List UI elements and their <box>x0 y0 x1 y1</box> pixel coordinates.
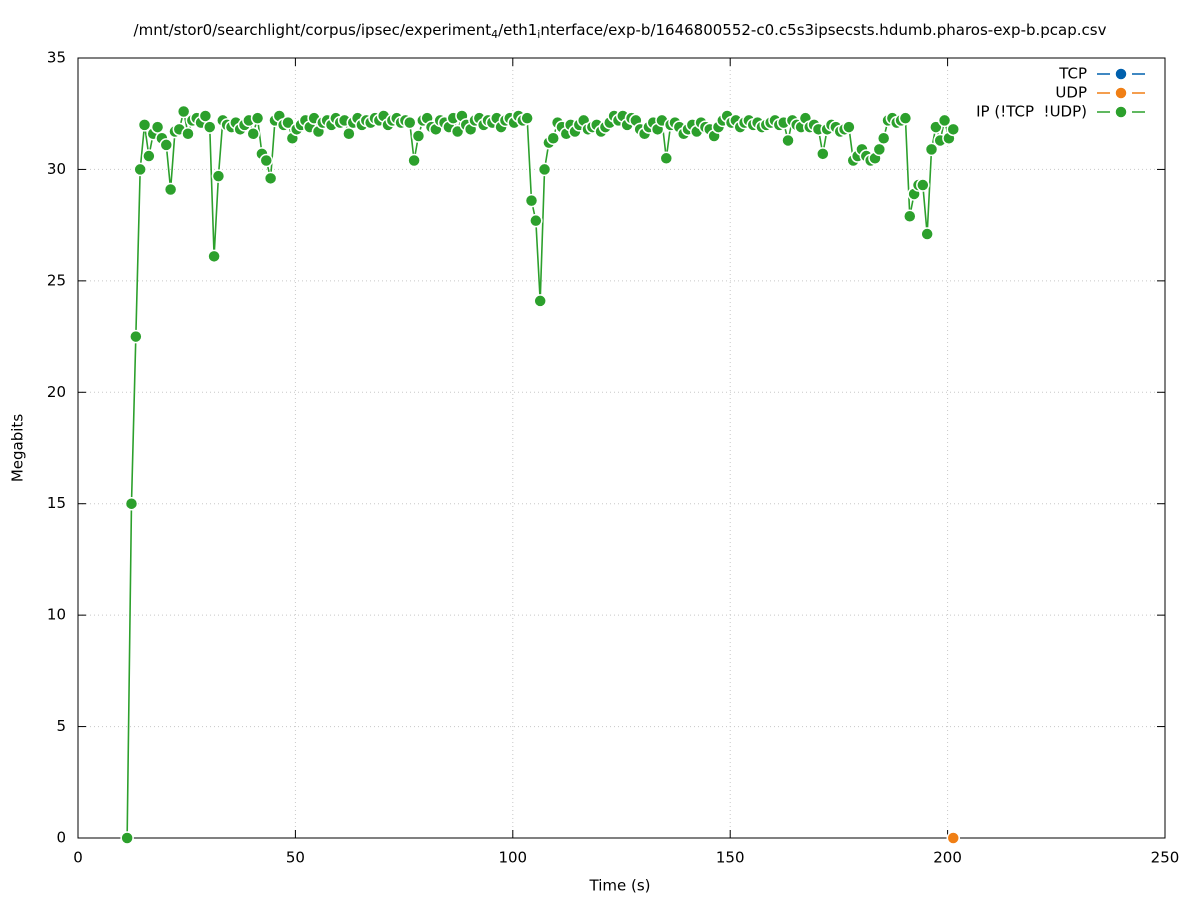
data-point <box>876 131 891 145</box>
title-part: /eth1 <box>498 21 537 39</box>
y-tick-label: 25 <box>47 271 66 289</box>
data-point <box>816 147 830 161</box>
data-point <box>537 162 552 177</box>
data-point <box>898 111 913 125</box>
data-point <box>929 120 943 134</box>
data-point <box>916 178 930 192</box>
data-point <box>781 133 795 148</box>
data-point <box>946 122 961 137</box>
data-point <box>946 831 961 845</box>
data-point <box>924 142 939 157</box>
x-tick-label: 200 <box>933 849 962 867</box>
legend-swatch-dot <box>1114 67 1128 81</box>
data-point <box>872 142 887 157</box>
y-tick-label: 20 <box>47 383 66 401</box>
data-point <box>903 209 917 223</box>
data-point <box>176 104 191 119</box>
plot-border <box>77 57 1166 839</box>
title-part: nterface/exp-b/1646800552-c0.c5s3ipsecst… <box>540 21 1106 39</box>
legend-label: TCP <box>1058 65 1087 83</box>
data-point <box>120 831 134 845</box>
data-point <box>150 120 165 134</box>
title-subscript: 4 <box>491 28 498 41</box>
x-tick-label: 150 <box>716 849 745 867</box>
data-point <box>159 138 174 152</box>
y-tick-label: 35 <box>47 49 66 67</box>
x-axis-label: Time (s) <box>589 877 651 895</box>
data-point <box>198 109 213 123</box>
x-tick-label: 250 <box>1151 849 1180 867</box>
data-point <box>211 169 226 183</box>
data-point <box>533 294 547 308</box>
y-tick-label: 5 <box>56 717 66 735</box>
x-tick-label: 50 <box>286 849 305 867</box>
data-point <box>142 149 156 163</box>
x-tick-label: 100 <box>498 849 527 867</box>
data-point <box>842 120 856 134</box>
data-point <box>342 127 356 141</box>
data-point <box>520 111 534 125</box>
chart-title: /mnt/stor0/searchlight/corpus/ipsec/expe… <box>134 21 1107 42</box>
y-axis-label: Megabits <box>9 414 27 482</box>
data-point <box>202 120 217 134</box>
data-point <box>407 153 421 168</box>
data-point <box>524 193 539 208</box>
data-point <box>137 118 152 132</box>
legend-swatch-dot <box>1114 86 1128 100</box>
y-tick-label: 30 <box>47 160 66 178</box>
x-tick-label: 0 <box>73 849 83 867</box>
y-tick-label: 15 <box>47 494 66 512</box>
data-point <box>659 151 674 166</box>
title-part: /mnt/stor0/searchlight/corpus/ipsec/expe… <box>134 21 492 39</box>
data-point <box>546 131 560 145</box>
data-point <box>124 496 139 511</box>
data-point <box>250 111 265 125</box>
data-point <box>937 113 952 128</box>
legend-label: UDP <box>1055 84 1087 102</box>
data-point <box>281 115 295 130</box>
data-point <box>403 115 417 130</box>
title-subscript: i <box>537 28 540 41</box>
data-point <box>263 171 278 186</box>
data-point <box>411 129 426 143</box>
data-point <box>920 227 934 241</box>
data-point <box>133 162 147 177</box>
y-tick-label: 10 <box>47 606 66 624</box>
data-point <box>129 329 143 344</box>
data-point <box>450 124 465 139</box>
legend-swatch-dot <box>1114 105 1128 119</box>
data-point <box>259 153 274 168</box>
y-tick-label: 0 <box>56 829 66 847</box>
data-point <box>246 127 260 141</box>
data-point <box>529 213 543 228</box>
legend-label: IP (!TCP !UDP) <box>976 103 1087 121</box>
data-point <box>163 182 178 197</box>
data-point <box>207 249 221 264</box>
data-point <box>181 127 195 141</box>
